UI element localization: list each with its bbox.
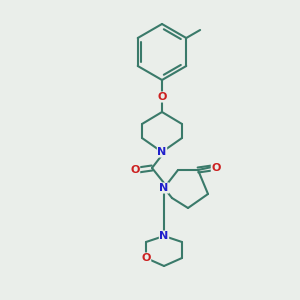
Text: N: N <box>159 231 169 241</box>
Text: O: O <box>130 165 140 175</box>
Text: N: N <box>159 183 169 193</box>
Text: O: O <box>211 163 221 173</box>
Text: N: N <box>158 147 166 157</box>
Text: O: O <box>157 92 167 102</box>
Text: O: O <box>141 253 151 263</box>
